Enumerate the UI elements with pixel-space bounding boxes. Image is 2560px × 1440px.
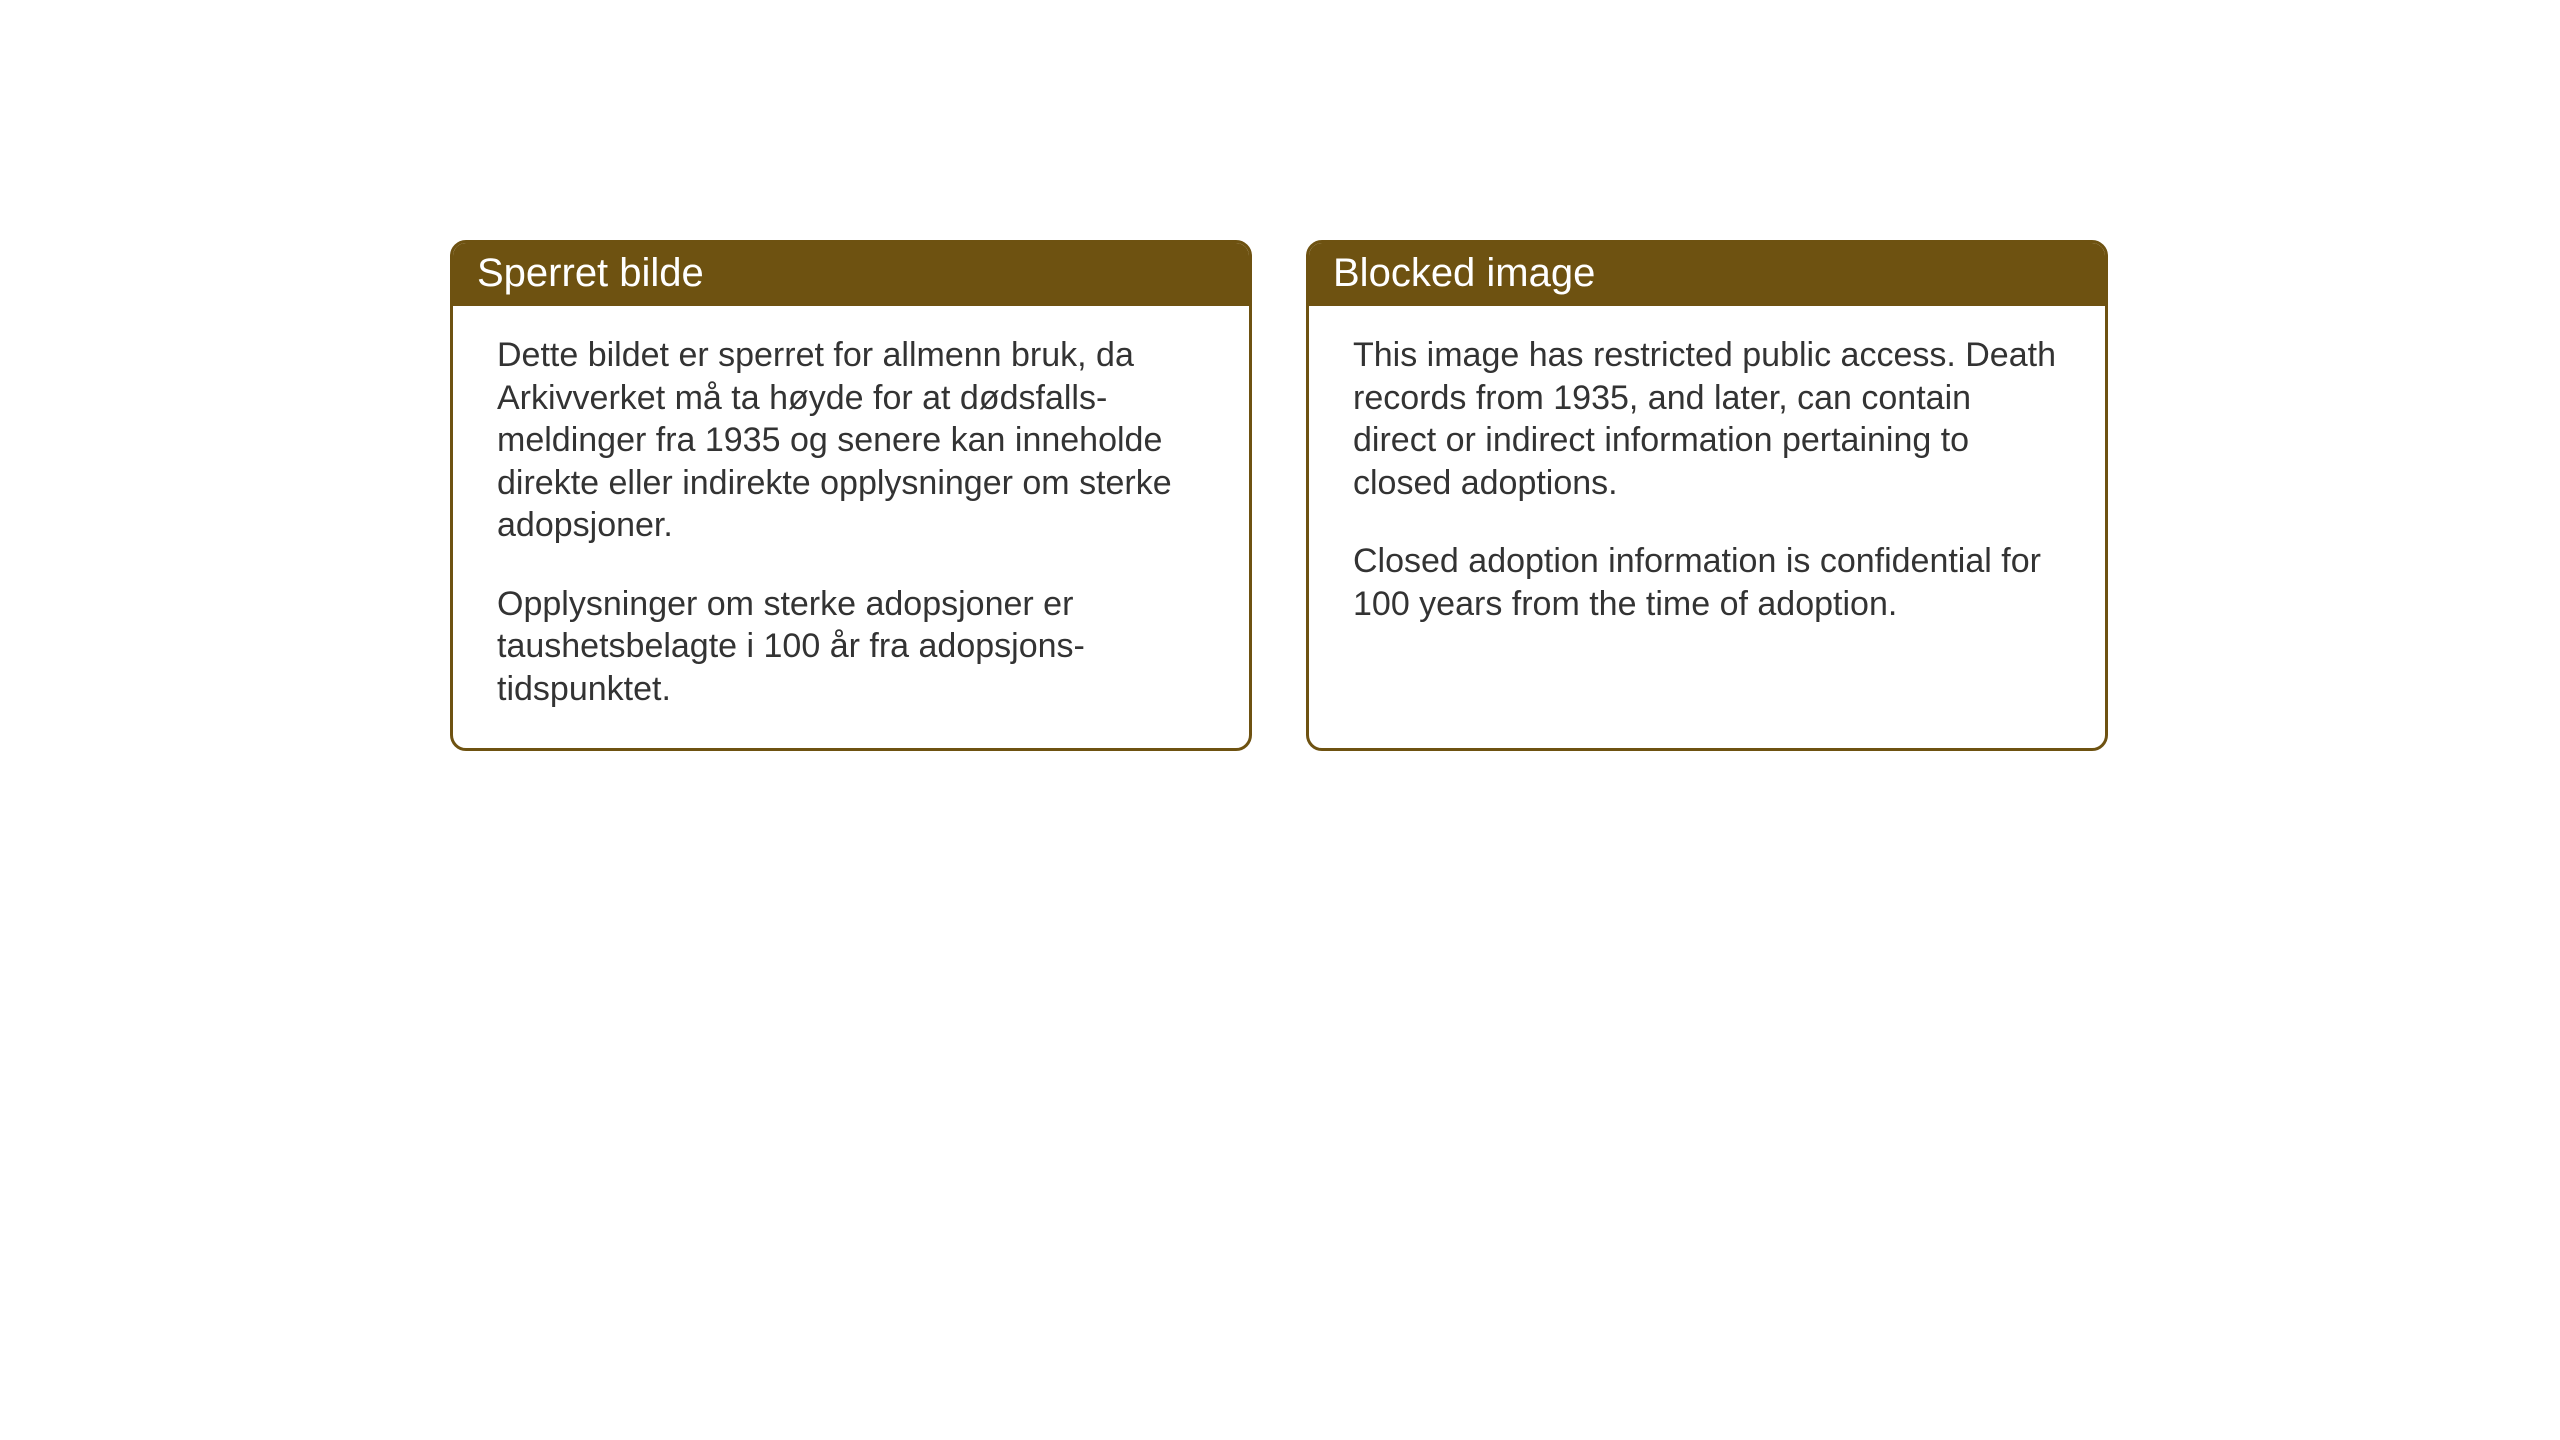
notice-header-english: Blocked image	[1309, 243, 2105, 306]
notice-title-norwegian: Sperret bilde	[477, 251, 704, 295]
notice-header-norwegian: Sperret bilde	[453, 243, 1249, 306]
notice-paragraph-2-english: Closed adoption information is confident…	[1353, 540, 2061, 625]
notice-title-english: Blocked image	[1333, 251, 1595, 295]
notice-paragraph-1-norwegian: Dette bildet er sperret for allmenn bruk…	[497, 334, 1205, 547]
notice-body-english: This image has restricted public access.…	[1309, 306, 2105, 663]
notice-container: Sperret bilde Dette bildet er sperret fo…	[450, 240, 2108, 751]
notice-paragraph-1-english: This image has restricted public access.…	[1353, 334, 2061, 504]
notice-card-english: Blocked image This image has restricted …	[1306, 240, 2108, 751]
notice-card-norwegian: Sperret bilde Dette bildet er sperret fo…	[450, 240, 1252, 751]
notice-body-norwegian: Dette bildet er sperret for allmenn bruk…	[453, 306, 1249, 748]
notice-paragraph-2-norwegian: Opplysninger om sterke adopsjoner er tau…	[497, 583, 1205, 711]
